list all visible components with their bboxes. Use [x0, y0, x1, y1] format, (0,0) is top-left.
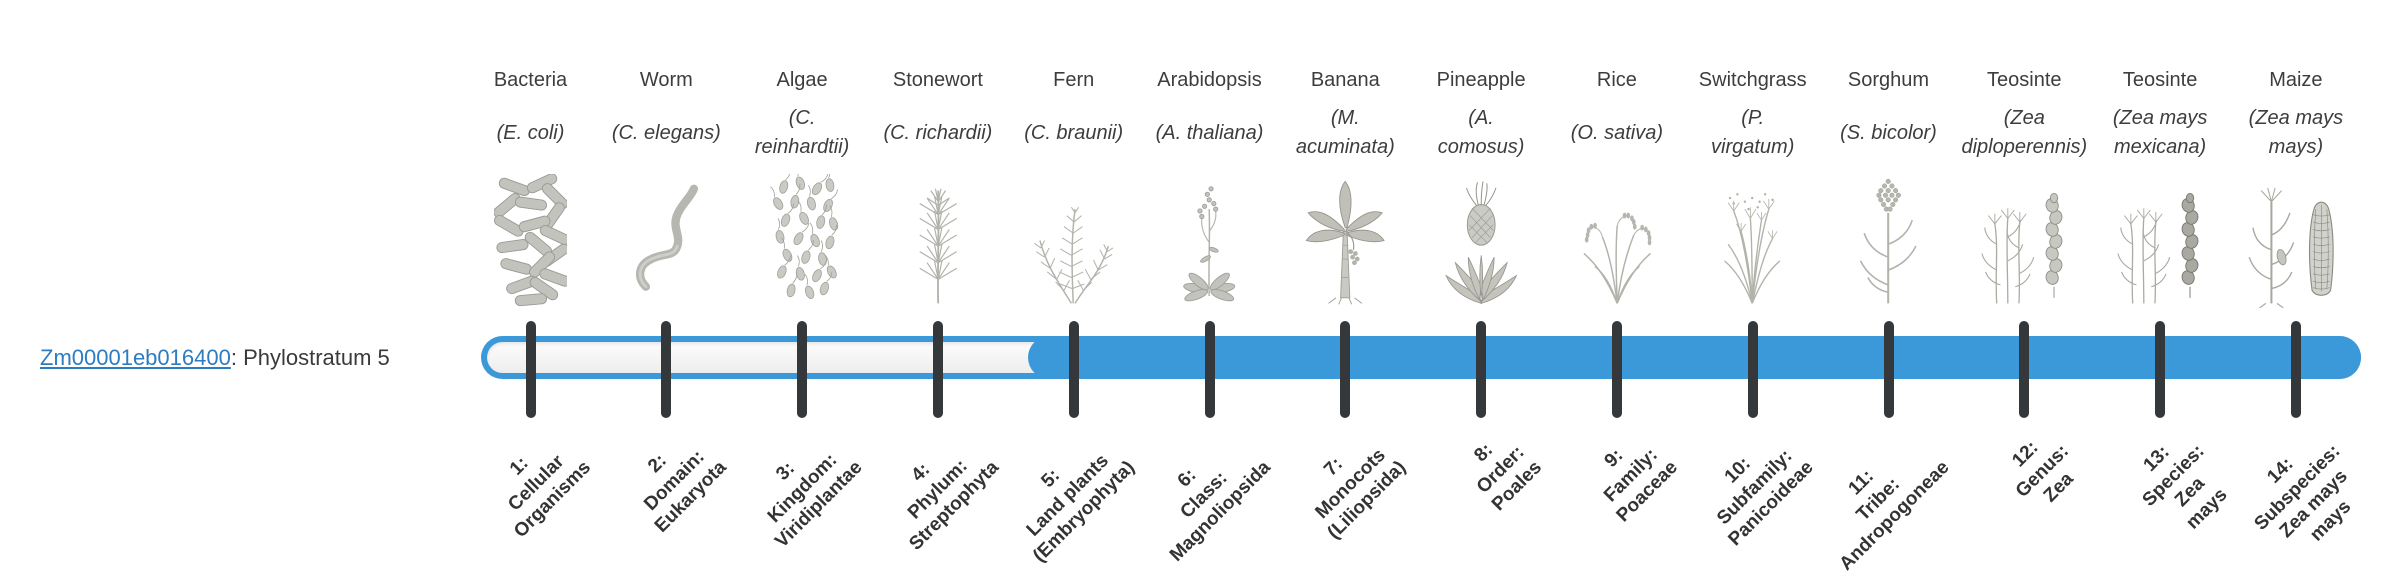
- stratum-tick-12: [2019, 321, 2030, 418]
- organism-header: Teosinte (Zea diploperennis): [1936, 68, 2112, 166]
- organism-common-name: Worm: [639, 69, 693, 91]
- stratum-rank-label-8: 8: Order: Poales: [1470, 439, 1546, 516]
- pineapple-icon: [1411, 168, 1551, 308]
- organism-species-name: (Zea mays mays): [2248, 107, 2344, 158]
- organism-species-name: (S. bicolor): [1840, 121, 1937, 144]
- organism-header: Teosinte (Zea mays mexicana): [2072, 68, 2248, 166]
- stonewort-icon: [868, 168, 1008, 308]
- worm-icon: [596, 168, 736, 308]
- stratum-rank-label-11: 11: Tribe: Andropogoneae: [1835, 457, 1954, 575]
- stratum-rank-label-7: 7: Monocots (Liliopsida): [1311, 444, 1411, 544]
- organism-species-name: (M. acuminata): [1295, 107, 1395, 158]
- organism-common-name: Maize: [2269, 69, 2323, 91]
- stratum-tick-4: [932, 321, 943, 418]
- stratum-tick-6: [1204, 321, 1215, 418]
- organism-header: Algae (C. reinhardtii): [714, 68, 890, 166]
- organism-header: Arabidopsis (A. thaliana): [1122, 68, 1298, 166]
- organism-common-name: Arabidopsis: [1157, 69, 1262, 91]
- stratum-tick-1: [525, 321, 536, 418]
- organism-common-name: Stonewort: [892, 69, 983, 91]
- teosinte-icon: [1954, 168, 2094, 308]
- phylostratum-bar: [481, 336, 2361, 379]
- stratum-tick-3: [797, 321, 808, 418]
- organism-header: Rice (O. sativa): [1529, 68, 1705, 166]
- organism-header: Bacteria (E. coli): [443, 68, 619, 166]
- banana-icon: [1275, 168, 1415, 308]
- organism-common-name: Teosinte: [2122, 69, 2198, 91]
- organism-header: Fern (C. braunii): [986, 68, 1162, 166]
- organism-species-name: (C. richardii): [883, 121, 993, 144]
- stratum-tick-8: [1476, 321, 1487, 418]
- organism-species-name: (C. reinhardtii): [754, 107, 850, 158]
- stratum-rank-label-6: 6: Class: Magnoliopsida: [1165, 457, 1275, 566]
- gene-phylostratum-label: Zm00001eb016400: Phylostratum 5: [40, 345, 390, 371]
- organism-species-name: (Zea mays mexicana): [2112, 107, 2208, 158]
- organism-common-name: Bacteria: [493, 69, 568, 91]
- sorghum-icon: [1819, 168, 1959, 308]
- organism-header: Pineapple (A. comosus): [1393, 68, 1569, 166]
- organism-header: Stonewort (C. richardii): [850, 68, 1026, 166]
- algae-icon: [732, 168, 872, 308]
- maize-icon: [2226, 168, 2366, 308]
- organism-common-name: Rice: [1596, 69, 1637, 91]
- organism-species-name: (A. comosus): [1437, 107, 1525, 158]
- organism-species-name: (O. sativa): [1570, 121, 1664, 144]
- gene-separator: :: [230, 345, 244, 370]
- stratum-rank-label-14: 14: Subspecies: Zea mays mays: [2250, 440, 2356, 546]
- stratum-tick-5: [1068, 321, 1079, 418]
- stratum-rank-label-3: 3: Kingdom: Viridiplantae: [763, 449, 867, 553]
- rice-icon: [1547, 168, 1687, 308]
- organism-species-name: (C. braunii): [1024, 121, 1124, 144]
- organism-species-name: (A. thaliana): [1155, 121, 1264, 144]
- gene-id-link[interactable]: Zm00001eb016400: [40, 345, 231, 370]
- organism-species-name: (C. elegans): [611, 121, 721, 144]
- arabidopsis-icon: [1140, 168, 1280, 308]
- stratum-rank-label-10: 10: Subfamily: Panicoideae: [1712, 445, 1818, 551]
- switchgrass-icon: [1683, 168, 1823, 308]
- organism-common-name: Switchgrass: [1698, 69, 1807, 91]
- stratum-rank-label-1: 1: Cellular Organisms: [504, 450, 596, 543]
- bar-unfilled-track: [487, 342, 1054, 373]
- organism-species-name: (E. coli): [496, 121, 565, 144]
- stratum-rank-label-4: 4: Phylum: Streptophyta: [903, 455, 1003, 555]
- organism-common-name: Teosinte: [1987, 69, 2062, 91]
- organism-header: Maize (Zea mays mays): [2208, 68, 2384, 166]
- stratum-rank-label-2: 2: Domain: Eukaryota: [640, 445, 732, 537]
- organism-species-name: (Zea diploperennis): [1961, 107, 2088, 158]
- stratum-tick-13: [2155, 321, 2166, 418]
- fern-icon: [1004, 168, 1144, 308]
- stratum-tick-11: [1883, 321, 1894, 418]
- organism-header: Banana (M. acuminata): [1257, 68, 1433, 166]
- bar-filled-segment: [1028, 336, 2361, 379]
- stratum-tick-14: [2290, 321, 2301, 418]
- stratum-rank-label-12: 12: Genus: Zea: [2008, 437, 2078, 507]
- stratum-tick-9: [1611, 321, 1622, 418]
- bacteria-icon: [461, 168, 601, 308]
- organism-common-name: Banana: [1310, 69, 1380, 91]
- organism-header: Sorghum (S. bicolor): [1801, 68, 1977, 166]
- stratum-tick-7: [1340, 321, 1351, 418]
- teosinte2-icon: [2090, 168, 2230, 308]
- organism-species-name: (P. virgatum): [1711, 107, 1795, 158]
- organism-common-name: Fern: [1053, 69, 1095, 91]
- organism-header: Switchgrass (P. virgatum): [1665, 68, 1841, 166]
- stratum-tick-10: [1747, 321, 1758, 418]
- phylostratum-text: Phylostratum 5: [243, 345, 390, 370]
- stratum-rank-label-9: 9: Family: Poaceae: [1599, 444, 1682, 527]
- organism-common-name: Algae: [776, 69, 828, 91]
- stratum-tick-2: [661, 321, 672, 418]
- organism-common-name: Pineapple: [1436, 69, 1526, 91]
- organism-common-name: Sorghum: [1847, 69, 1930, 91]
- stratum-rank-label-13: 13: Species: Zea mays: [2138, 440, 2232, 534]
- organism-header: Worm (C. elegans): [578, 68, 754, 166]
- stratum-rank-label-5: 5: Land plants (Embryophyta): [1021, 450, 1139, 567]
